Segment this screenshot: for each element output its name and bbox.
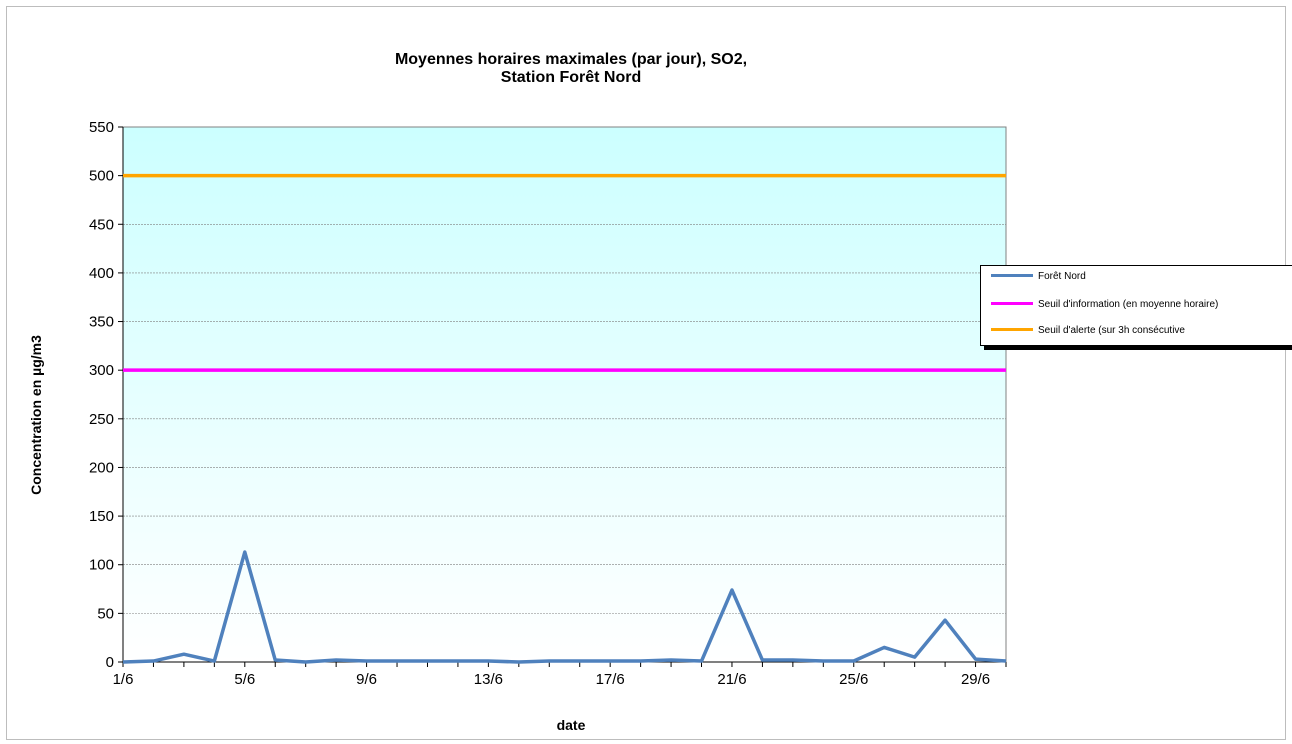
series-line-for-t-nord: [122, 550, 1007, 664]
x-tick-label: 25/6: [839, 671, 868, 688]
x-tick-label: 13/6: [474, 671, 503, 688]
y-tick-label: 100: [89, 557, 114, 574]
axes: 0 50 100 150 200 250 300 350 400 450 500 550 1/6 5/6 9…: [89, 119, 1007, 688]
y-tick-label: 400: [89, 265, 114, 282]
legend-label-foret-nord: Forêt Nord: [1038, 271, 1086, 282]
y-tick-label: 450: [89, 216, 114, 233]
plot-area: [122, 126, 1007, 663]
x-tick-label: 5/6: [234, 671, 255, 688]
y-tick-label: 300: [89, 362, 114, 379]
y-tick-label: 200: [89, 459, 114, 476]
y-tick-label: 250: [89, 411, 114, 428]
legend: Forêt Nord Seuil d'information (en moyen…: [980, 265, 1292, 346]
x-tick-label: 29/6: [961, 671, 990, 688]
legend-item-seuil-alerte: Seuil d'alerte (sur 3h consécutive: [991, 324, 1185, 338]
y-tick-label: 50: [97, 605, 114, 622]
legend-swatch-seuil-alerte: [991, 327, 1033, 331]
x-tick-label: 17/6: [596, 671, 625, 688]
legend-label-seuil-information: Seuil d'information (en moyenne horaire): [1038, 299, 1219, 310]
legend-item-seuil-information: Seuil d'information (en moyenne horaire): [991, 298, 1218, 312]
x-tick-label: 21/6: [717, 671, 746, 688]
x-axis-title: date: [556, 717, 586, 733]
series: [122, 173, 1007, 664]
y-axis-title: Concentration en µg/m3: [28, 335, 44, 495]
chart-frame: 0 50 100 150 200 250 300 350 400 450 500 550 1/6 5/6 9…: [6, 6, 1292, 740]
chart-svg: 0 50 100 150 200 250 300 350 400 450 500 550 1/6 5/6 9…: [89, 119, 1007, 688]
chart-title-line-1: Moyennes horaires maximales (par jour), …: [394, 51, 748, 68]
x-tick-label: 9/6: [356, 671, 377, 688]
y-tick-label: 550: [89, 119, 114, 136]
y-tick-label: 350: [89, 314, 114, 331]
y-tick-label: 0: [106, 654, 114, 671]
legend-label-seuil-alerte: Seuil d'alerte (sur 3h consécutive: [1038, 325, 1185, 336]
legend-swatch-foret-nord: [991, 273, 1033, 277]
legend-swatch-seuil-information: [991, 301, 1033, 305]
y-tick-label: 150: [89, 508, 114, 525]
y-tick-label: 500: [89, 168, 114, 185]
legend-item-foret-nord: Forêt Nord: [991, 270, 1086, 284]
x-tick-label: 1/6: [113, 671, 134, 688]
chart-title-line-2: Station Forêt Nord: [500, 69, 642, 86]
